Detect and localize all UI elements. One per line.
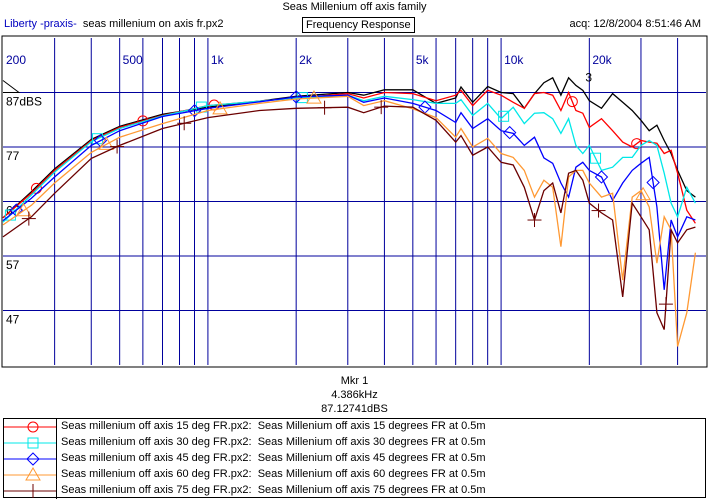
legend-file: Seas millenium off axis 30 deg FR.px2:: [61, 436, 252, 448]
legend-text: Seas millenium off axis 45 deg FR.px2: S…: [61, 452, 486, 464]
x-tick-label: 200: [6, 53, 26, 67]
mode-label[interactable]: Frequency Response: [302, 17, 415, 33]
legend-file: Seas millenium off axis 45 deg FR.px2:: [61, 452, 252, 464]
series-marker-diamond-icon: [187, 104, 202, 118]
legend-marker-diamond-icon: [26, 452, 40, 466]
x-tick-label: 2k: [299, 53, 313, 67]
legend-description: Seas Millenium off axis 15 degrees FR at…: [257, 420, 486, 432]
legend-text: Seas millenium off axis 30 deg FR.px2: S…: [61, 436, 486, 448]
legend-item[interactable]: Seas millenium off axis 75 deg FR.px2: S…: [4, 483, 705, 499]
series-75-deg: [2, 100, 696, 330]
series-marker-diamond-icon: [502, 125, 517, 140]
marker-level: 87.12741dBS: [321, 403, 388, 415]
file-info: Liberty -praxis- seas millenium on axis …: [4, 18, 224, 30]
series-marker-circle-icon: [566, 96, 578, 108]
series-marker-triangle-icon: [212, 100, 228, 115]
legend-symbol-diamond-icon: [4, 451, 57, 467]
legend-description: Seas Millenium off axis 60 degrees FR at…: [257, 468, 486, 480]
y-tick-label: 47: [6, 313, 20, 327]
series-marker-diamond-icon: [646, 175, 660, 190]
series-marker-square-icon: [296, 92, 308, 104]
legend-item[interactable]: Seas millenium off axis 45 deg FR.px2: S…: [4, 451, 705, 467]
series-marker-triangle-icon: [98, 136, 115, 150]
marker-frequency: 4.386kHz: [331, 389, 378, 401]
series-marker-square-icon: [590, 152, 602, 164]
series-marker-triangle-icon: [635, 186, 651, 201]
legend-text: Seas millenium off axis 60 deg FR.px2: S…: [61, 468, 486, 480]
series-marker-triangle-icon: [15, 202, 32, 217]
marker-readout: Mkr 1 4.386kHz 87.12741dBS: [0, 374, 709, 416]
x-tick-label: 5k: [416, 53, 430, 67]
legend-symbol-circle-icon: [4, 419, 57, 435]
x-tick-label: 10k: [504, 53, 524, 67]
series-line-30-deg: [2, 94, 696, 223]
x-tick-label: 500: [123, 53, 143, 67]
marker-label: 3: [585, 71, 592, 85]
y-tick-label: 87dBS: [6, 95, 42, 109]
legend-marker-circle-icon: [27, 421, 39, 433]
series-marker-circle-icon: [631, 138, 643, 150]
y-tick-label: 57: [6, 258, 20, 272]
series-marker-diamond-icon: [289, 90, 303, 104]
legend-text: Seas millenium off axis 75 deg FR.px2: S…: [61, 484, 486, 496]
file-name: seas millenium on axis fr.px2: [82, 18, 224, 30]
legend-description: Seas Millenium off axis 45 degrees FR at…: [257, 452, 486, 464]
marker-name: Mkr 1: [340, 375, 369, 387]
x-tick-label: 20k: [592, 53, 612, 67]
legend-file: Seas millenium off axis 60 deg FR.px2:: [61, 468, 252, 480]
series-marker-diamond-icon: [594, 170, 609, 184]
legend-file: Seas millenium off axis 75 deg FR.px2:: [61, 484, 252, 496]
legend-item[interactable]: Seas millenium off axis 15 deg FR.px2: S…: [4, 419, 705, 435]
series-line-75-deg: [2, 105, 696, 330]
reference-level-marker: [2, 80, 21, 93]
legend-file: Seas millenium off axis 15 deg FR.px2:: [61, 420, 252, 432]
legend-description: Seas Millenium off axis 75 degrees FR at…: [257, 484, 486, 496]
series-60-deg: [2, 90, 697, 347]
legend: Seas millenium off axis 15 deg FR.px2: S…: [3, 418, 706, 499]
legend-symbol-triangle-icon: [4, 467, 57, 483]
x-tick-label: 1k: [211, 53, 225, 67]
series-marker-square-icon: [498, 110, 510, 122]
legend-item[interactable]: Seas millenium off axis 60 deg FR.px2: S…: [4, 467, 705, 483]
y-tick-label: 77: [6, 149, 20, 163]
legend-marker-triangle-icon: [25, 467, 41, 481]
series-marker-triangle-icon: [306, 90, 322, 104]
legend-description: Seas Millenium off axis 30 degrees FR at…: [257, 436, 486, 448]
legend-text: Seas millenium off axis 15 deg FR.px2: S…: [61, 420, 486, 432]
series-line-45-deg: [2, 94, 696, 290]
series-line-60-deg: [2, 95, 697, 347]
app-name: Liberty -praxis-: [4, 18, 77, 30]
legend-item[interactable]: Seas millenium off axis 30 deg FR.px2: S…: [4, 435, 705, 451]
chart-title: Seas Millenium off axis family: [282, 1, 427, 13]
legend-symbol-square-icon: [4, 435, 57, 451]
legend-symbol-plus-icon: [4, 483, 57, 499]
legend-marker-square-icon: [27, 437, 39, 449]
acquisition-time: acq: 12/8/2004 8:51:46 AM: [569, 18, 702, 30]
